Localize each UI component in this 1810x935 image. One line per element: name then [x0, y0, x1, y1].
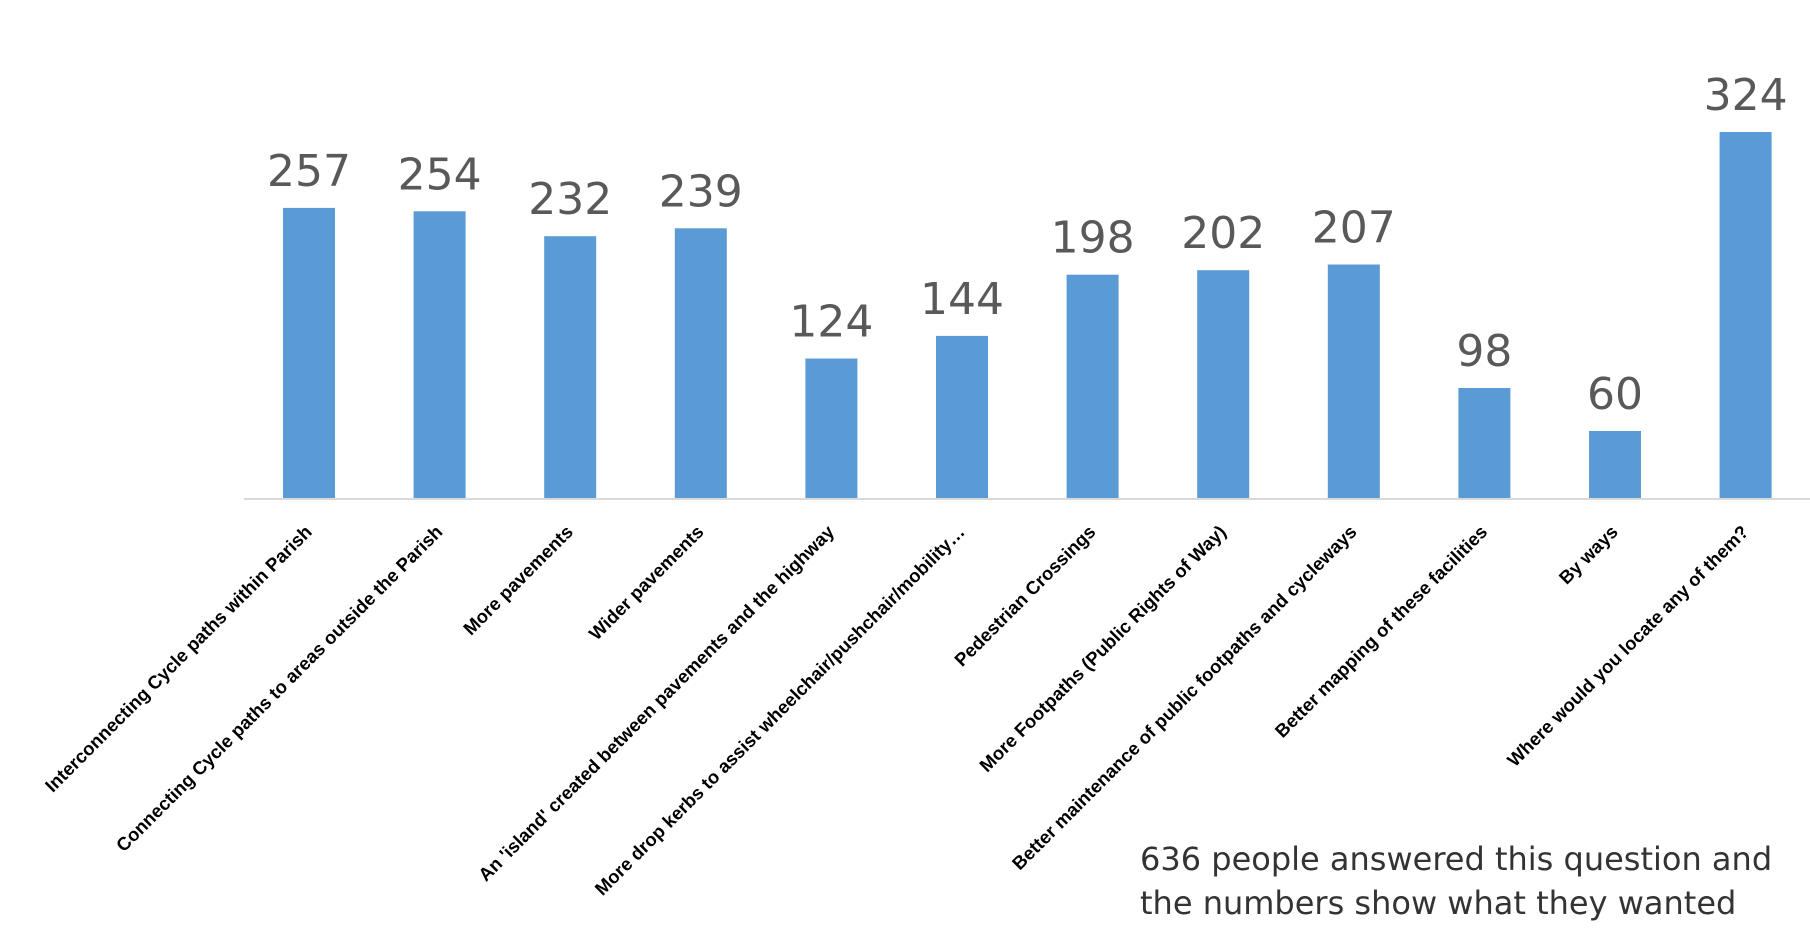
- bar-value-label: 207: [1312, 203, 1396, 254]
- bars-group: [283, 132, 1772, 500]
- bar: [1458, 388, 1511, 499]
- bar-value-label: 124: [789, 297, 873, 348]
- bar: [1719, 132, 1772, 499]
- category-label: Wider pavements: [585, 521, 708, 644]
- bar: [1197, 270, 1250, 499]
- category-label: Where would you locate any of them?: [1503, 521, 1753, 771]
- bar-value-label: 232: [528, 174, 612, 225]
- bar: [283, 207, 335, 499]
- bar-value-label: 98: [1456, 326, 1512, 377]
- bar: [1589, 431, 1641, 499]
- bar: [1327, 264, 1380, 499]
- category-label: Better mapping of these facilities: [1271, 521, 1492, 742]
- category-label: More pavements: [459, 521, 577, 639]
- bar-value-label: 198: [1051, 213, 1135, 264]
- bar-value-label: 254: [398, 149, 482, 200]
- bar-value-label: 144: [920, 274, 1004, 325]
- bar: [544, 236, 597, 499]
- category-label: More Footpaths (Public Rights of Way): [975, 521, 1230, 776]
- bar: [805, 358, 858, 499]
- bar-value-label: 239: [659, 166, 743, 217]
- bar-value-label: 202: [1181, 208, 1265, 259]
- category-label: Interconnecting Cycle paths within Paris…: [41, 521, 316, 796]
- category-label: By ways: [1555, 521, 1622, 588]
- bar-value-label: 257: [267, 146, 351, 197]
- bar: [1066, 274, 1119, 499]
- response-note-line-1: 636 people answered this question and: [1140, 840, 1773, 878]
- value-labels-group: 257 254 232 239 124 144 198 202 207 98 60 324: [267, 70, 1788, 420]
- category-label: Pedestrian Crossings: [950, 521, 1099, 670]
- response-note-line-2: the numbers show what they wanted: [1140, 884, 1737, 922]
- bar-value-label: 60: [1587, 369, 1643, 420]
- response-note: 636 people answered this question and th…: [1140, 837, 1780, 925]
- bar: [413, 211, 466, 500]
- bar-value-label: 324: [1704, 70, 1788, 121]
- bar: [936, 335, 988, 499]
- bar: [674, 228, 727, 500]
